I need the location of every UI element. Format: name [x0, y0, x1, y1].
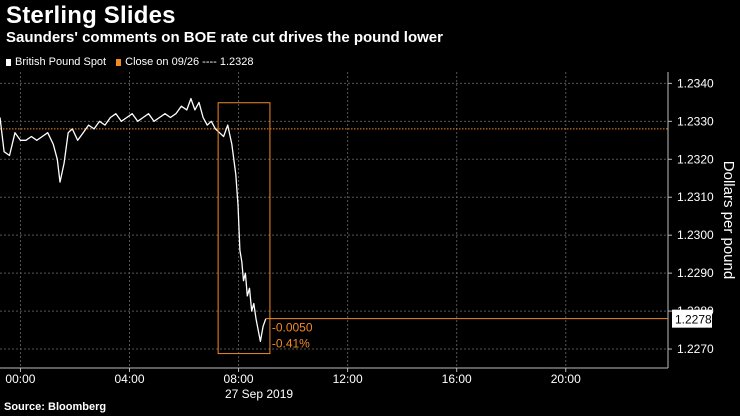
legend-item-close: Close on 09/26 ---- 1.2328: [116, 56, 254, 68]
x-tick-label: 12:00: [333, 372, 363, 386]
x-tick-label: 04:00: [114, 372, 144, 386]
y-tick-label: 1.2310: [677, 190, 714, 204]
legend: British Pound Spot Close on 09/26 ---- 1…: [6, 56, 264, 68]
source-note: Source: Bloomberg: [4, 401, 107, 413]
x-tick-label: 08:00: [224, 372, 254, 386]
y-tick-label: 1.2330: [677, 114, 714, 128]
axes: [0, 72, 672, 372]
y-tick-label: 1.2290: [677, 266, 714, 280]
series-line-british-pound-spot: [0, 97, 267, 343]
y-tick-label: 1.2320: [677, 152, 714, 166]
chart-title: Sterling Slides: [6, 2, 176, 29]
tick-labels: 1.2270 1.2280 1.2290 1.2300 1.2310 1.2320 1.23…: [5, 76, 714, 386]
y-axis-label: Dollars per pound: [720, 161, 737, 279]
annotation-layer: -0.0050 -0.41% 1.2278: [217, 102, 712, 355]
legend-item-series: British Pound Spot: [6, 56, 106, 68]
legend-swatch-close: [116, 58, 122, 66]
x-tick-label: 20:00: [551, 372, 581, 386]
annotation-box: [217, 102, 271, 355]
series-layer: [0, 97, 267, 343]
annotation-change-pct: -0.41%: [272, 337, 310, 351]
x-axis-label: 27 Sep 2019: [225, 387, 293, 401]
chart-subtitle: Saunders' comments on BOE rate cut drive…: [6, 29, 443, 46]
y-tick-label: 1.2300: [677, 228, 714, 242]
y-tick-label: 1.2280: [677, 304, 714, 318]
last-value-label: 1.2278: [675, 313, 712, 327]
annotation-change: -0.0050: [272, 321, 313, 335]
legend-label-close: Close on 09/26 ---- 1.2328: [125, 56, 254, 68]
y-tick-label: 1.2270: [677, 342, 714, 356]
x-tick-label: 16:00: [442, 372, 472, 386]
x-tick-label: 00:00: [5, 372, 35, 386]
legend-swatch-series: [6, 58, 11, 66]
last-value-tag: [672, 309, 712, 328]
legend-label-series: British Pound Spot: [15, 56, 107, 68]
grid: [0, 72, 668, 368]
y-tick-label: 1.2340: [677, 76, 714, 90]
